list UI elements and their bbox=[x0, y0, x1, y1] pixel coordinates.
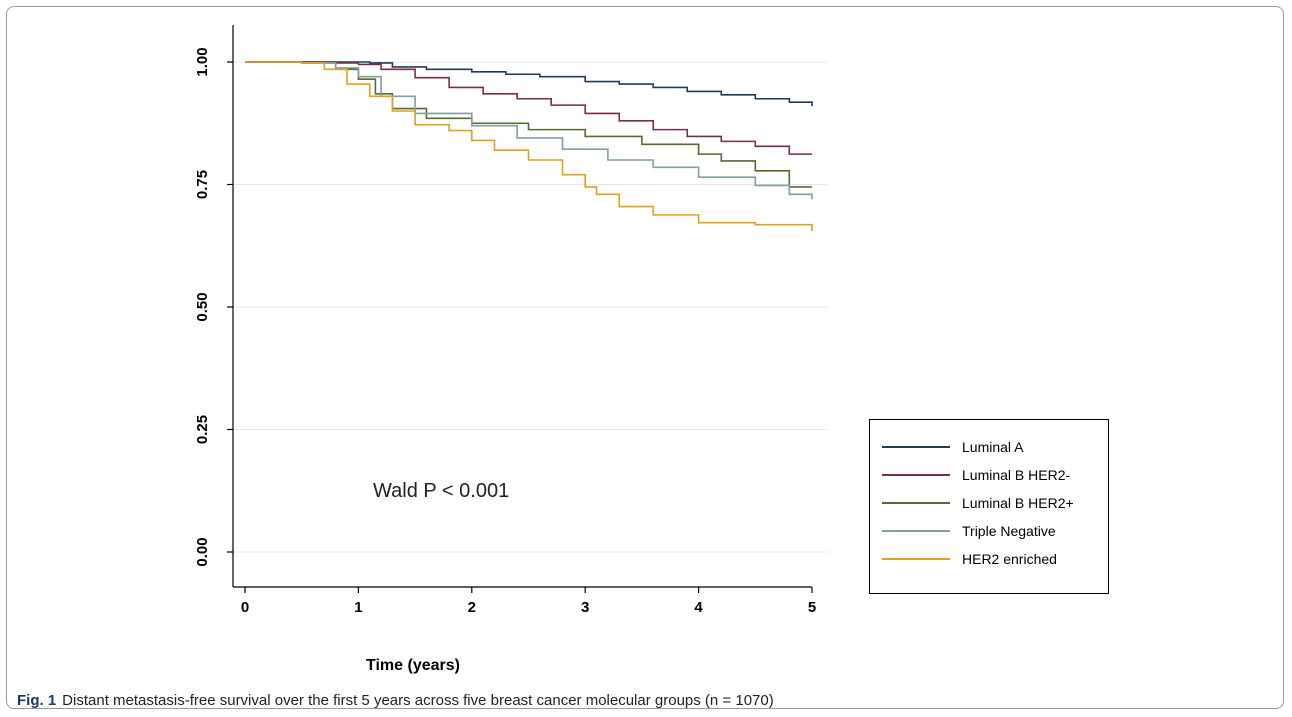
figure-label: Fig. 1 bbox=[17, 692, 57, 709]
series-line-2 bbox=[245, 61, 812, 188]
legend-swatch bbox=[882, 558, 950, 560]
legend-swatch bbox=[882, 530, 950, 532]
grid-lines bbox=[233, 61, 827, 553]
km-survival-chart: 0.00 0.25 0.50 0.75 1.00 0 1 2 3 4 5 Wald P < 0.0… bbox=[194, 25, 827, 674]
series-line-3 bbox=[245, 61, 813, 200]
x-tick-label: 3 bbox=[581, 599, 589, 616]
legend-swatch bbox=[882, 502, 950, 504]
legend-item: Luminal A bbox=[882, 437, 1023, 457]
legend-label-luminal-a: Luminal A bbox=[962, 439, 1024, 455]
legend-item: Luminal B HER2- bbox=[882, 465, 1070, 485]
x-tick-label: 1 bbox=[354, 599, 362, 616]
series-line-4 bbox=[245, 61, 813, 232]
legend-label-her2-enriched: HER2 enriched bbox=[962, 551, 1057, 567]
legend-label-luminal-b-her2-neg: Luminal B HER2- bbox=[962, 467, 1071, 483]
series-line-1 bbox=[245, 61, 812, 155]
y-tick-label: 0.75 bbox=[194, 170, 211, 199]
x-axis-ticks: 0 1 2 3 4 5 bbox=[241, 587, 816, 616]
y-tick-label: 0.00 bbox=[194, 537, 211, 566]
figure-frame: 0.00 0.25 0.50 0.75 1.00 0 1 2 3 4 5 Wald P < 0.0… bbox=[6, 6, 1284, 709]
y-tick-label: 0.50 bbox=[194, 292, 211, 321]
x-tick-label: 0 bbox=[241, 599, 249, 616]
legend-item: HER2 enriched bbox=[882, 549, 1057, 569]
figure-caption: Fig. 1 Distant metastasis-free survival o… bbox=[17, 692, 774, 709]
legend: Luminal A Luminal B HER2- Luminal B HER2… bbox=[869, 419, 1109, 594]
x-axis-label: Time (years) bbox=[366, 657, 460, 674]
legend-swatch bbox=[882, 446, 950, 448]
legend-label-triple-negative: Triple Negative bbox=[962, 523, 1056, 539]
survival-curves bbox=[245, 61, 813, 232]
y-axis-ticks: 0.00 0.25 0.50 0.75 1.00 bbox=[194, 47, 233, 567]
legend-label-luminal-b-her2-pos: Luminal B HER2+ bbox=[962, 495, 1074, 511]
series-line-0 bbox=[245, 61, 813, 107]
x-tick-label: 4 bbox=[694, 599, 703, 616]
legend-item: Luminal B HER2+ bbox=[882, 493, 1074, 513]
legend-swatch bbox=[882, 474, 950, 476]
y-tick-label: 0.25 bbox=[194, 415, 211, 444]
axes bbox=[232, 25, 812, 588]
wald-p-annotation: Wald P < 0.001 bbox=[373, 480, 509, 502]
x-tick-label: 5 bbox=[808, 599, 816, 616]
x-tick-label: 2 bbox=[468, 599, 476, 616]
figure-caption-text: Distant metastasis-free survival over th… bbox=[62, 692, 774, 709]
y-tick-label: 1.00 bbox=[194, 47, 211, 76]
legend-item: Triple Negative bbox=[882, 521, 1056, 541]
